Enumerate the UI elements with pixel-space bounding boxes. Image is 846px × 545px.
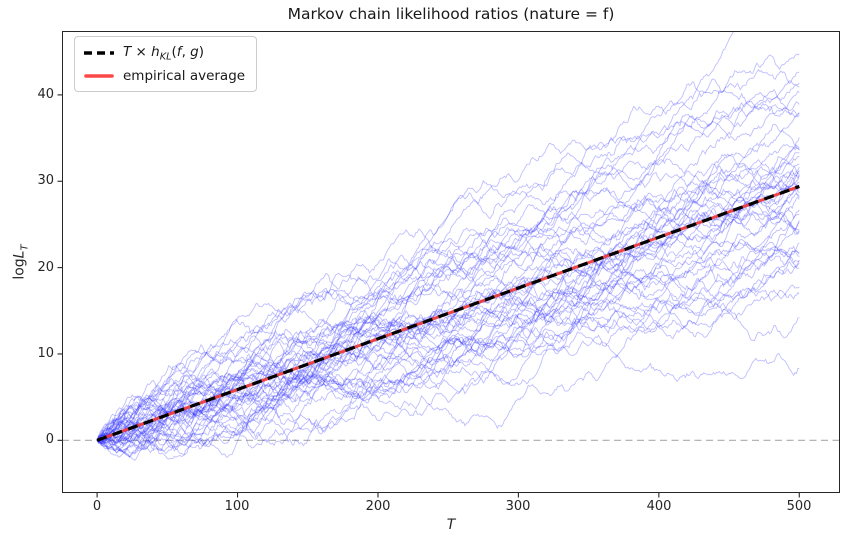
trajectory-line	[96, 207, 800, 446]
legend-label-kl: T × hKL(f, g)	[123, 44, 204, 63]
trajectory-line	[97, 250, 800, 444]
axes-spines	[62, 31, 840, 493]
ytick-30: 30	[37, 173, 54, 188]
x-axis-label: T	[446, 517, 456, 533]
trajectory-line	[96, 165, 800, 442]
trajectory-line	[96, 284, 800, 447]
trajectory-line	[97, 155, 800, 443]
legend-kl-sub: KL	[159, 51, 172, 63]
xtick-300: 300	[505, 499, 531, 514]
trajectory-line	[97, 209, 800, 441]
trajectory-line	[96, 80, 800, 445]
trajectory-line	[96, 90, 800, 454]
trajectory-line	[96, 144, 800, 450]
xtick-400: 400	[646, 499, 672, 514]
trajectory-line	[96, 255, 800, 441]
trajectory-line	[96, 156, 800, 441]
trajectory-line	[96, 200, 800, 447]
ytick-0: 0	[45, 432, 54, 447]
trajectory-line	[96, 152, 800, 442]
xtick-0: 0	[92, 499, 102, 514]
legend-row-avg: empirical average	[84, 68, 245, 84]
kl-theory-line	[96, 184, 800, 442]
trajectory-line	[96, 248, 800, 450]
trajectory-line	[97, 171, 800, 446]
trajectory-line	[96, 171, 800, 445]
trajectory-line	[96, 82, 800, 461]
ytick-20: 20	[37, 260, 54, 275]
legend-kl-open: (	[171, 44, 177, 60]
empirical-average-line-sample-icon	[84, 73, 114, 78]
legend-kl-h: h	[151, 44, 160, 60]
kl-dashed-line-sample-icon	[84, 51, 114, 56]
trajectory-line	[97, 239, 800, 445]
trajectory-line	[96, 176, 800, 448]
trajectory-line	[96, 352, 800, 441]
trajectory-lines	[96, 31, 800, 461]
trajectory-line	[96, 31, 735, 458]
xtick-200: 200	[365, 499, 391, 514]
legend: T × hKL(f, g) empirical average	[74, 36, 258, 92]
xtick-500: 500	[786, 499, 812, 514]
trajectory-line	[96, 68, 800, 441]
legend-kl-g: g	[190, 44, 199, 60]
trajectory-line	[96, 216, 800, 448]
trajectory-line	[96, 222, 800, 452]
ylabel-sub: T	[19, 244, 31, 251]
trajectory-line	[96, 88, 800, 456]
legend-kl-times: ×	[131, 44, 152, 60]
ytick-10: 10	[37, 346, 54, 361]
trajectory-line	[96, 112, 800, 443]
legend-kl-close: )	[198, 44, 205, 60]
trajectory-line	[96, 187, 800, 452]
ytick-40: 40	[37, 87, 54, 102]
legend-kl-comma: ,	[181, 44, 191, 60]
trajectory-line	[96, 259, 800, 443]
trajectory-line	[96, 123, 800, 460]
trajectory-line	[96, 89, 800, 441]
legend-kl-T: T	[123, 44, 132, 60]
legend-kl-f: f	[176, 44, 182, 60]
xtick-100: 100	[224, 499, 250, 514]
trajectory-line	[96, 181, 800, 458]
trajectory-line	[96, 193, 800, 441]
legend-label-avg: empirical average	[123, 67, 246, 84]
trajectory-line	[96, 163, 800, 458]
trajectory-line	[97, 302, 800, 444]
tick-marks	[57, 94, 800, 498]
trajectory-line	[96, 261, 800, 441]
trajectory-line	[96, 168, 800, 441]
trajectory-line	[96, 100, 800, 442]
trajectory-line	[96, 220, 800, 454]
trajectory-line	[96, 53, 800, 441]
chart-title: Markov chain likelihood ratios (nature =…	[287, 5, 615, 23]
trajectory-line	[96, 178, 800, 445]
trajectory-line	[96, 175, 800, 441]
ylabel-L: L	[11, 250, 28, 259]
legend-row-kl: T × hKL(f, g)	[84, 44, 245, 63]
trajectory-line	[96, 249, 800, 450]
